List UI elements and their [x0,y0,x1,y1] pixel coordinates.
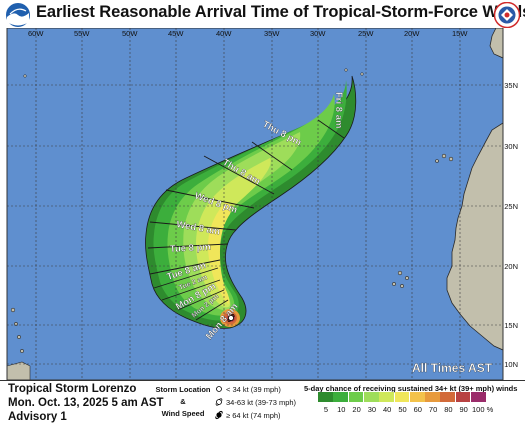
legend-symbols [215,386,223,420]
storm-hurricane-icon [215,410,223,420]
latitude-labels: 35N 30N 25N 20N 15N 10N [504,81,518,369]
storm-name: Tropical Storm Lorenzo [8,383,137,395]
scale-label: 90 [459,405,468,414]
arrival-isochrones [147,119,345,321]
scale-label: 50 [398,405,407,414]
legend-item: 34-63 kt (39-73 mph) [226,398,297,407]
storm-tropical-icon [215,398,223,406]
scale-swatch [425,392,440,402]
forecast-map: Fri 8 am Thu 8 pm Thu 8 am Wed 8 pm Wed … [6,28,518,380]
longitude-label: 25W [358,29,374,38]
header: Earliest Reasonable Arrival Time of Trop… [0,0,525,29]
storm-weak-icon [216,386,222,392]
map-frame: Fri 8 am Thu 8 pm Thu 8 am Wed 8 pm Wed … [0,28,525,380]
page-title: Earliest Reasonable Arrival Time of Trop… [36,3,525,21]
legend-heading: & [180,397,186,406]
longitude-labels: 60W 55W 50W 45W 40W 35W 30W 25W 20W 15W [28,29,468,38]
legend-item: < 34 kt (39 mph) [226,385,281,394]
scale-swatch [363,392,379,402]
scale-swatch [471,392,486,402]
latitude-label: 25N [504,202,518,211]
longitude-label: 15W [452,29,468,38]
scale-swatch [348,392,364,402]
longitude-label: 30W [310,29,326,38]
africa-land [446,122,503,351]
arrival-label: Tue 8 pm [170,242,212,255]
longitude-label: 35W [264,29,280,38]
longitude-label: 60W [28,29,44,38]
longitude-label: 50W [122,29,138,38]
scale-label: 70 [428,405,438,414]
legend-heading: Storm Location [155,385,211,394]
footer-legend: Tropical Storm Lorenzo Mon. Oct. 13, 202… [0,380,525,431]
scale-swatch [455,392,471,402]
advisory-date: Mon. Oct. 13, 2025 5 am AST [8,397,164,409]
scale-swatch [333,392,349,402]
latitude-label: 15N [504,321,518,330]
scale-label: 60 [413,405,422,414]
scale-label: 100 % [472,405,494,414]
scale-swatch [318,392,333,402]
scale-swatch [409,392,425,402]
iberia-land [489,28,503,59]
scale-label: 40 [383,405,392,414]
nws-logo-icon [493,1,521,29]
probability-title: 5-day chance of receiving sustained 34+ … [304,384,518,393]
scale-label: 10 [337,405,346,414]
noaa-logo-icon [5,2,31,28]
longitude-label: 45W [168,29,184,38]
scale-swatch [440,392,456,402]
longitude-label: 55W [74,29,90,38]
advisory-number: Advisory 1 [8,411,67,423]
latitude-label: 35N [504,81,518,90]
scale-label: 5 [323,405,329,414]
scale-label: 30 [367,405,377,414]
scale-label: 80 [444,405,453,414]
time-zone-note: All Times AST [412,361,493,375]
scale-swatch [379,392,394,402]
scale-label: 20 [352,405,361,414]
latitude-label: 30N [504,142,518,151]
scale-swatch [394,392,410,402]
legend-item: ≥ 64 kt (74 mph) [226,411,281,420]
map-grid [7,28,503,380]
latitude-label: 20N [504,262,518,271]
legend-heading: Wind Speed [161,409,205,418]
storm-location-icon [227,314,235,322]
map-border [6,28,504,380]
longitude-label: 20W [404,29,420,38]
arrival-label: Fri 8 am [333,92,344,128]
longitude-label: 40W [216,29,232,38]
latitude-label: 10N [504,360,518,369]
